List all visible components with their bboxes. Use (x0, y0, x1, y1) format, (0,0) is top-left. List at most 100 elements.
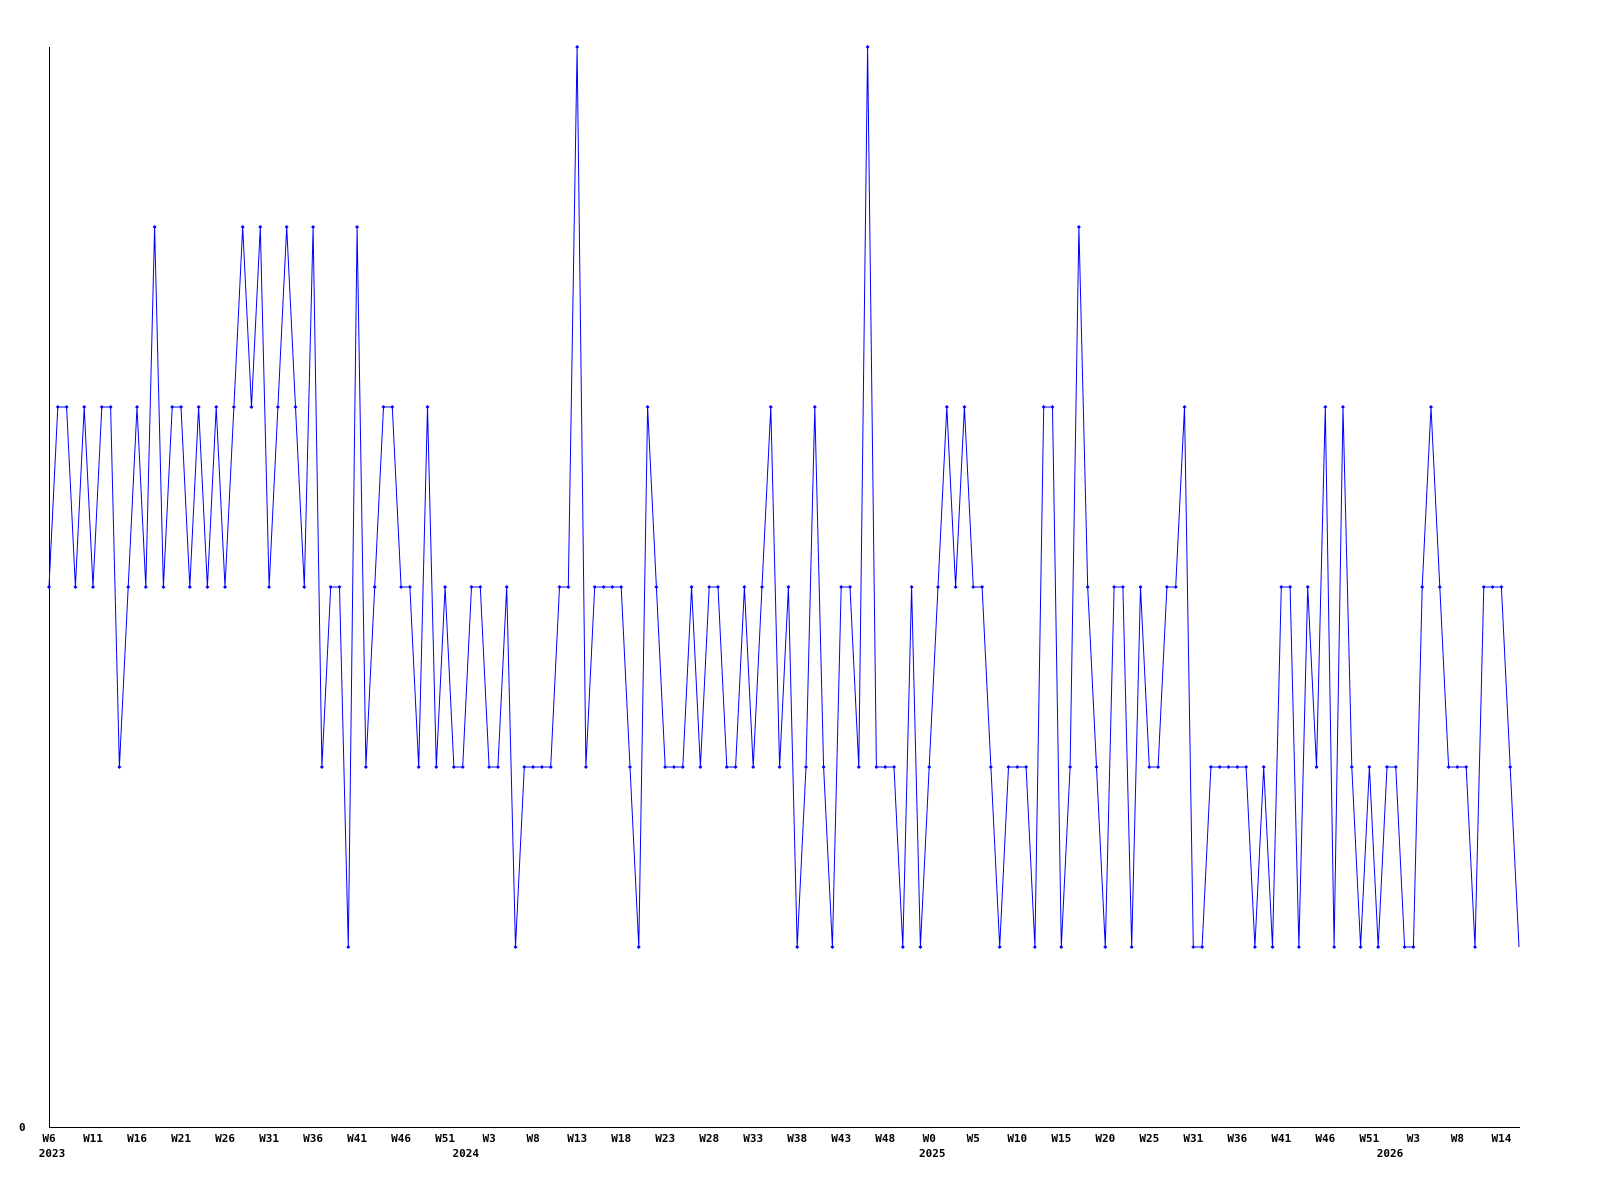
data-point (1103, 945, 1108, 949)
data-point (892, 765, 897, 769)
data-point (592, 585, 597, 589)
data-point (1235, 765, 1240, 769)
year-label: 2026 (1377, 1147, 1404, 1160)
data-point (909, 585, 914, 589)
data-point (548, 765, 553, 769)
data-point (1261, 765, 1266, 769)
data-point (1288, 585, 1293, 589)
data-point (768, 405, 773, 409)
data-point (663, 765, 668, 769)
data-point (179, 405, 184, 409)
data-point (73, 585, 78, 589)
data-point (170, 405, 175, 409)
data-point (1314, 765, 1319, 769)
data-point (1279, 585, 1284, 589)
data-point (355, 225, 360, 229)
data-point (1112, 585, 1117, 589)
data-point (1332, 945, 1337, 949)
data-point (152, 225, 157, 229)
data-point (267, 585, 272, 589)
data-point (1270, 945, 1275, 949)
data-point (311, 225, 316, 229)
data-point (99, 405, 104, 409)
x-tick-label: W51 (1359, 1132, 1379, 1145)
data-point (997, 945, 1002, 949)
x-tick-label: W21 (171, 1132, 191, 1145)
x-tick-label: W14 (1491, 1132, 1511, 1145)
data-point (302, 585, 307, 589)
data-point (117, 765, 122, 769)
year-label: 2024 (452, 1147, 479, 1160)
x-tick-label: W25 (1139, 1132, 1159, 1145)
data-point (425, 405, 430, 409)
data-point (143, 585, 148, 589)
data-point (1455, 765, 1460, 769)
data-point (1411, 945, 1416, 949)
data-point (196, 405, 201, 409)
data-point (839, 585, 844, 589)
data-point (742, 585, 747, 589)
data-point (460, 765, 465, 769)
data-point (1182, 405, 1187, 409)
data-point (1323, 405, 1328, 409)
data-point (856, 765, 861, 769)
data-point (390, 405, 395, 409)
x-tick-label: W33 (743, 1132, 763, 1145)
data-point (610, 585, 615, 589)
data-point (883, 765, 888, 769)
data-point (187, 585, 192, 589)
x-tick-label: W41 (1271, 1132, 1291, 1145)
data-point (680, 765, 685, 769)
data-point (645, 405, 650, 409)
x-tick-label: W16 (127, 1132, 147, 1145)
data-point (953, 585, 958, 589)
data-point (1164, 585, 1169, 589)
x-tick-label: W5 (967, 1132, 980, 1145)
data-point (627, 765, 632, 769)
data-point (240, 225, 245, 229)
data-point (583, 765, 588, 769)
data-point (927, 765, 932, 769)
data-point (733, 765, 738, 769)
x-tick-label: W8 (527, 1132, 540, 1145)
x-tick-label: W23 (655, 1132, 675, 1145)
data-point (1296, 945, 1301, 949)
data-point (1191, 945, 1196, 949)
data-point (531, 765, 536, 769)
data-point (223, 585, 228, 589)
x-tick-label: W18 (611, 1132, 631, 1145)
data-point (1094, 765, 1099, 769)
data-point (689, 585, 694, 589)
data-point (715, 585, 720, 589)
data-point (1208, 765, 1213, 769)
x-tick-label: W51 (435, 1132, 455, 1145)
x-tick-label: W10 (1007, 1132, 1027, 1145)
data-point (786, 585, 791, 589)
data-point (636, 945, 641, 949)
data-point (1367, 765, 1372, 769)
data-point (759, 585, 764, 589)
data-point (1340, 405, 1345, 409)
x-tick-label: W46 (1315, 1132, 1335, 1145)
x-tick-label: W13 (567, 1132, 587, 1145)
data-point (82, 405, 87, 409)
data-point (1217, 765, 1222, 769)
data-point (1393, 765, 1398, 769)
data-point (1420, 585, 1425, 589)
data-point (1376, 945, 1381, 949)
data-point (319, 765, 324, 769)
data-point (1437, 585, 1442, 589)
data-point (962, 405, 967, 409)
data-point (1068, 765, 1073, 769)
data-point (830, 945, 835, 949)
data-point (1226, 765, 1231, 769)
data-point (804, 765, 809, 769)
data-point (372, 585, 377, 589)
data-point (1472, 945, 1477, 949)
data-point (865, 45, 870, 49)
data-point (47, 585, 51, 589)
data-point (231, 405, 236, 409)
data-point (293, 405, 298, 409)
data-point (539, 765, 544, 769)
data-point (1305, 585, 1310, 589)
